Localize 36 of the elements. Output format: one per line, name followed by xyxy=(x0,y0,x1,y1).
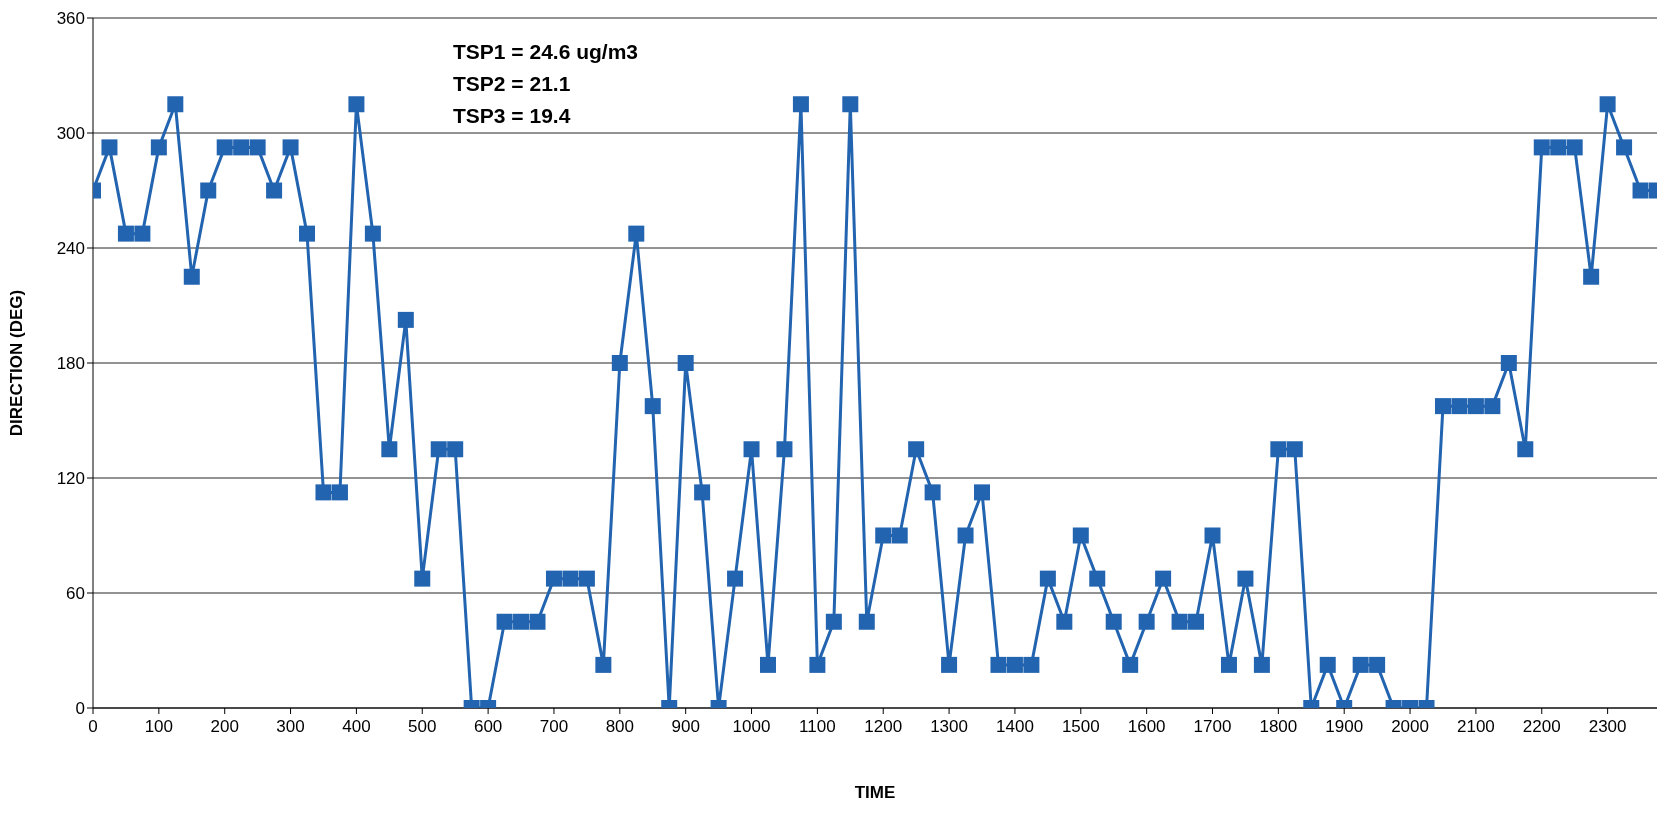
x-tick-label: 100 xyxy=(144,717,174,736)
y-axis-title: DIRECTION (DEG) xyxy=(7,289,27,437)
y-tick-label: 60 xyxy=(66,584,85,604)
y-tick-label: 240 xyxy=(56,239,85,259)
x-tick-label: 2200 xyxy=(1522,717,1561,736)
x-tick-label: 1500 xyxy=(1061,717,1100,736)
annotation: TSP2 = 21.1 xyxy=(453,71,572,97)
x-tick-label: 1600 xyxy=(1127,717,1166,736)
x-tick-label: 2000 xyxy=(1391,717,1429,736)
x-tick-label: 1400 xyxy=(996,717,1034,736)
annotation: TSP1 = 24.6 ug/m3 xyxy=(453,39,639,65)
x-tick-label: 0 xyxy=(88,717,98,736)
x-tick-label: 200 xyxy=(210,717,239,736)
y-tick-label: 120 xyxy=(56,469,85,489)
y-tick-label: 180 xyxy=(56,354,85,374)
x-tick-label: 400 xyxy=(342,717,371,736)
y-tick-label: 0 xyxy=(75,699,85,719)
x-tick-label: 600 xyxy=(473,717,503,736)
x-tick-label: 500 xyxy=(408,717,437,736)
annotation: TSP3 = 19.4 xyxy=(453,103,572,129)
x-tick-label: 2100 xyxy=(1456,717,1495,736)
y-tick-label: 300 xyxy=(56,124,85,144)
x-axis-title: TIME xyxy=(854,783,896,802)
x-tick-label: 1700 xyxy=(1193,717,1232,736)
x-tick-label: 300 xyxy=(276,717,305,736)
x-tick-label: 700 xyxy=(539,717,569,736)
y-tick-label: 360 xyxy=(56,9,85,29)
x-tick-label: 1000 xyxy=(732,717,771,736)
x-tick-label: 1100 xyxy=(799,717,836,736)
x-tick-label: 2300 xyxy=(1588,717,1627,736)
x-tick-label: 1300 xyxy=(930,717,968,736)
x-tick-label: 900 xyxy=(671,717,700,736)
x-tick-label: 800 xyxy=(605,717,635,736)
x-tick-label: 1800 xyxy=(1259,717,1298,736)
x-tick-label: 1200 xyxy=(864,717,903,736)
x-tick-label: 1900 xyxy=(1325,717,1364,736)
